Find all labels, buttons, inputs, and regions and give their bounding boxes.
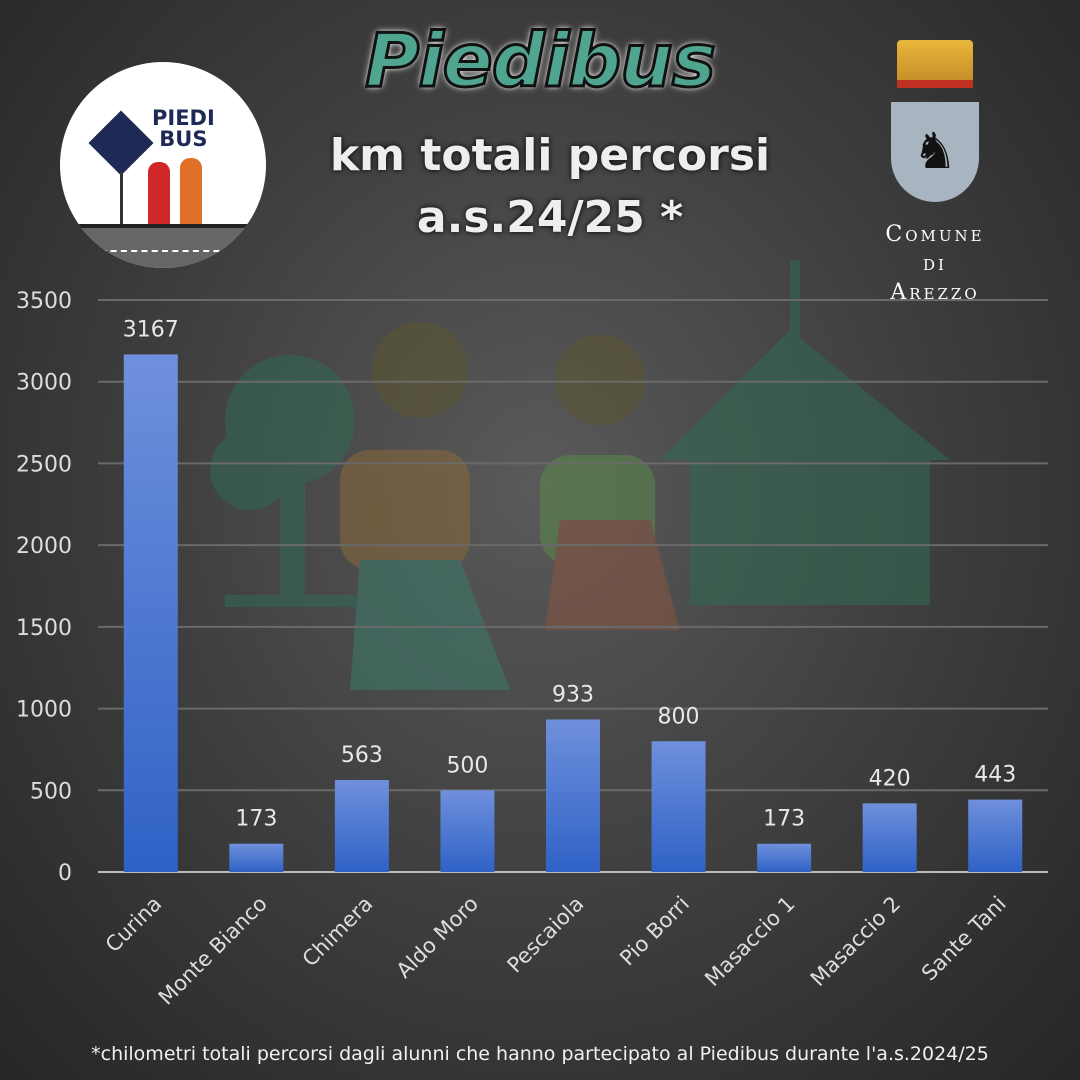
- x-tick-label: Masaccio 2: [806, 892, 905, 991]
- data-label: 173: [235, 807, 277, 832]
- logo-text-line1: PIEDI: [152, 106, 215, 130]
- y-axis-ticks: 0 500 1000 1500 2000 2500 3000 3500: [16, 289, 72, 886]
- y-tick-label: 1500: [16, 616, 72, 641]
- y-tick-label: 3000: [16, 371, 72, 396]
- road: [60, 224, 266, 268]
- y-tick-label: 2000: [16, 534, 72, 559]
- bar-aldo-moro: [440, 790, 495, 872]
- y-tick-label: 2500: [16, 452, 72, 477]
- sign-pole: [120, 172, 123, 232]
- bar-pio-borri: [651, 741, 706, 872]
- girl-figure-icon: [148, 162, 170, 232]
- bars: 3167 173 563 500 933 800 173 420 443: [123, 317, 1023, 872]
- bar-masaccio-1: [757, 843, 812, 872]
- data-label: 933: [552, 683, 594, 708]
- y-tick-label: 1000: [16, 698, 72, 723]
- data-label: 420: [869, 766, 911, 791]
- data-label: 173: [763, 807, 805, 832]
- crown-icon: [897, 40, 973, 88]
- bar-pescaiola: [546, 719, 600, 872]
- bar-curina: [123, 354, 178, 872]
- y-tick-label: 3500: [16, 289, 72, 314]
- data-label: 3167: [123, 317, 179, 342]
- bar-chart: 0 500 1000 1500 2000 2500 3000 3500 3167 173 563 5…: [16, 260, 1048, 1010]
- data-label: 563: [341, 743, 383, 768]
- logo-text: PIEDI BUS: [152, 108, 215, 150]
- x-tick-label: Aldo Moro: [392, 892, 483, 983]
- x-tick-label: Sante Tani: [917, 892, 1011, 986]
- y-tick-label: 500: [30, 779, 72, 804]
- subtitle-line-1: km totali percorsi: [329, 130, 771, 181]
- x-tick-label: Masaccio 1: [700, 892, 799, 991]
- piedibus-logo: PIEDI BUS: [60, 62, 266, 268]
- footnote: *chilometri totali percorsi dagli alunni…: [91, 1043, 989, 1065]
- data-label: 500: [446, 753, 488, 778]
- road-line: [90, 250, 240, 252]
- comune-line1: Comune: [885, 222, 985, 247]
- x-tick-label: Pio Borri: [615, 892, 694, 971]
- boy-figure-icon: [180, 158, 202, 228]
- comune-di-arezzo-logo: ♞ Comune di Arezzo: [860, 40, 1010, 307]
- bar-monte-bianco: [229, 843, 284, 872]
- background-illustration: [210, 260, 950, 690]
- x-tick-label: Chimera: [298, 892, 378, 972]
- page-subtitle: km totali percorsi a.s.24/25 *: [300, 125, 800, 249]
- x-tick-label: Curina: [101, 892, 166, 957]
- bar-masaccio-2: [862, 803, 917, 872]
- data-label: 800: [658, 704, 700, 729]
- logo-text-line2: BUS: [159, 127, 208, 151]
- subtitle-line-2: a.s.24/25 *: [416, 192, 684, 243]
- x-tick-label: Monte Bianco: [154, 892, 272, 1010]
- page-title: Piedibus: [364, 17, 718, 106]
- shield-horse-icon: ♞: [891, 102, 979, 202]
- bar-sante-tani: [968, 799, 1023, 872]
- comune-line2: di: [923, 251, 947, 276]
- y-tick-label: 0: [58, 861, 72, 886]
- x-tick-label: Pescaiola: [503, 892, 589, 978]
- bar-chimera: [334, 779, 389, 872]
- data-label: 443: [974, 763, 1016, 788]
